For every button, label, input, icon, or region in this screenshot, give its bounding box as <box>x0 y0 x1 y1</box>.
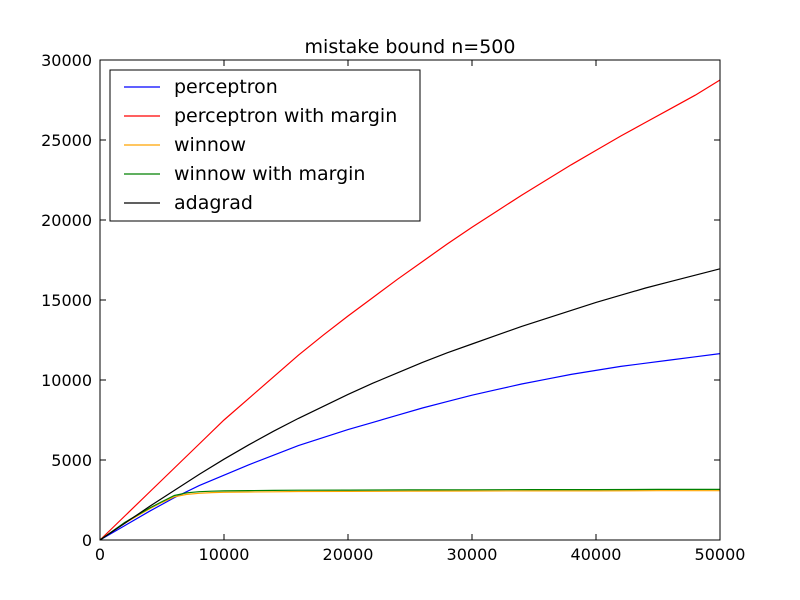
x-tick-label: 20000 <box>323 545 374 564</box>
axis-layer: 0 10000 20000 30000 40000 50000 0 5000 10000 1500… <box>41 51 745 564</box>
x-tick-label: 10000 <box>199 545 250 564</box>
y-tick-label: 20000 <box>41 211 92 230</box>
legend-label: adagrad <box>174 192 253 214</box>
y-tick-label: 15000 <box>41 291 92 310</box>
series-layer <box>99 79 721 541</box>
chart-title: mistake bound n=500 <box>305 36 516 58</box>
series-line-adagrad <box>99 268 721 541</box>
x-tick-label: 0 <box>95 545 105 564</box>
y-tick-label: 5000 <box>51 451 92 470</box>
x-tick-label: 40000 <box>571 545 622 564</box>
legend-label: winnow with margin <box>174 163 365 185</box>
y-tick-label: 25000 <box>41 131 92 150</box>
y-tick-label: 30000 <box>41 51 92 70</box>
x-tick-label: 30000 <box>447 545 498 564</box>
series-line-winnow-with-margin <box>99 488 720 541</box>
y-tick-label: 0 <box>82 531 92 550</box>
legend-label: perceptron <box>174 76 278 98</box>
series-line-perceptron-with-margin <box>99 79 721 541</box>
x-tick-label: 50000 <box>695 545 746 564</box>
legend-box <box>109 69 421 222</box>
y-tick-label: 10000 <box>41 371 92 390</box>
series-line-perceptron <box>99 353 721 541</box>
legend-label: perceptron with margin <box>174 105 397 127</box>
legend: perceptron perceptron with margin winnow wi… <box>109 69 421 222</box>
legend-label: winnow <box>174 134 246 156</box>
series-line-winnow <box>99 490 720 541</box>
